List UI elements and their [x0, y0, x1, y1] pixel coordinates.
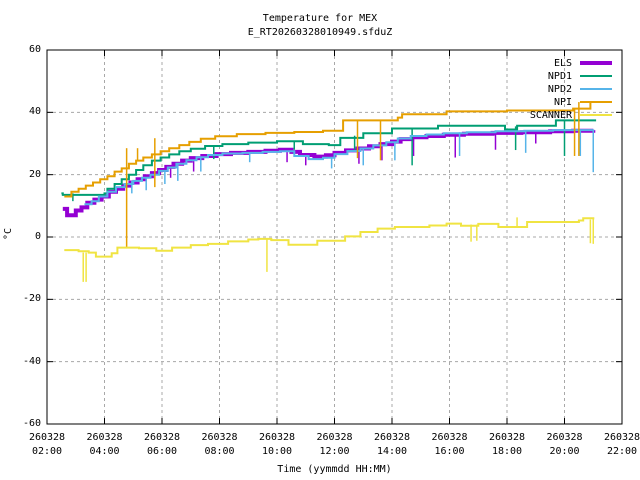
x-tick-date: 260328	[316, 432, 353, 443]
series-line	[64, 101, 597, 198]
x-tick-date: 260328	[373, 432, 411, 443]
chart-subtitle: E_RT20260328010949.sfduZ	[247, 27, 393, 38]
legend-label: NPI	[553, 96, 572, 108]
series-line	[62, 128, 596, 218]
series-line	[64, 217, 595, 258]
x-tick-time: 18:00	[491, 446, 523, 457]
legend-entry-npi: NPI	[554, 96, 612, 108]
x-tick-time: 06:00	[146, 446, 178, 457]
y-tick-label: -20	[22, 293, 41, 305]
y-tick-label: -60	[22, 418, 41, 429]
x-tick-time: 16:00	[434, 446, 465, 457]
x-tick-date: 260328	[546, 432, 583, 443]
x-tick-date: 260328	[143, 432, 181, 443]
x-tick-time: 22:00	[606, 446, 638, 457]
legend-entry-npd2: NPD2	[548, 83, 612, 95]
y-tick-label: 40	[28, 106, 41, 118]
legend-entry-els: ELS	[554, 57, 612, 69]
legend-sample-line	[580, 114, 612, 116]
x-tick-label: 260328 16:00	[414, 431, 486, 459]
grid-lines	[47, 50, 622, 424]
series-line	[84, 129, 595, 206]
legend-sample-line	[580, 75, 612, 77]
y-tick-label: 20	[28, 168, 41, 180]
x-tick-time: 12:00	[319, 446, 350, 457]
x-tick-time: 04:00	[89, 446, 120, 457]
x-tick-label: 260328 14:00	[356, 431, 428, 459]
x-tick-label: 260328 18:00	[471, 431, 543, 459]
x-tick-label: 260328 10:00	[241, 431, 313, 459]
chart-title: Temperature for MEX	[262, 13, 378, 24]
y-tick-label: 60	[28, 44, 41, 55]
x-tick-date: 260328	[603, 432, 640, 443]
x-tick-date: 260328	[86, 432, 123, 443]
x-tick-time: 10:00	[261, 446, 293, 457]
x-tick-label: 260328 04:00	[69, 431, 141, 459]
legend-label: NPD2	[547, 83, 572, 95]
y-tick-label: 0	[34, 231, 41, 242]
legend-label: SCANNER	[529, 109, 572, 121]
x-tick-label: 260328 20:00	[529, 431, 601, 459]
legend-sample-line	[580, 101, 612, 103]
x-tick-time: 14:00	[376, 446, 408, 457]
x-tick-date: 260328	[488, 432, 526, 443]
legend-label: NPD1	[547, 70, 572, 82]
x-tick-label: 260328 12:00	[299, 431, 371, 459]
x-tick-date: 260328	[431, 432, 468, 443]
x-tick-date: 260328	[258, 432, 296, 443]
x-tick-time: 02:00	[31, 446, 63, 457]
legend-sample-line	[580, 88, 612, 90]
x-tick-date: 260328	[28, 432, 66, 443]
legend-entry-scanner: SCANNER	[530, 109, 612, 121]
legend-sample-line	[580, 61, 612, 65]
series-npi	[64, 101, 597, 249]
x-tick-time: 20:00	[549, 446, 580, 457]
axis-ticks	[46, 49, 623, 425]
x-tick-date: 260328	[201, 432, 238, 443]
x-tick-label: 260328 06:00	[126, 431, 198, 459]
x-tick-label: 260328 08:00	[184, 431, 256, 459]
series-els	[62, 128, 596, 218]
y-tick-label: -40	[22, 355, 41, 367]
legend-label: ELS	[553, 57, 572, 69]
x-tick-label: 260328 02:00	[11, 431, 83, 459]
x-axis-title: Time (yymmdd HH:MM)	[277, 464, 392, 475]
x-tick-time: 08:00	[204, 446, 235, 457]
series-line	[61, 119, 597, 196]
series-scanner	[64, 217, 595, 282]
series-npd2	[84, 129, 595, 206]
x-tick-label: 260328 22:00	[586, 431, 640, 459]
legend-entry-npd1: NPD1	[548, 70, 612, 82]
